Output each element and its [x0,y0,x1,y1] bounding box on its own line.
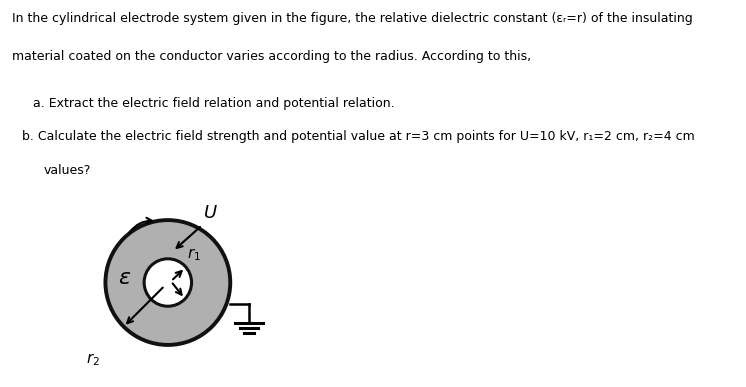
Text: b. Calculate the electric field strength and potential value at r=3 cm points fo: b. Calculate the electric field strength… [22,130,695,143]
Text: In the cylindrical electrode system given in the figure, the relative dielectric: In the cylindrical electrode system give… [12,12,693,25]
Circle shape [105,220,231,345]
Text: $\varepsilon$: $\varepsilon$ [118,267,131,288]
Text: U: U [204,204,217,222]
Text: material coated on the conductor varies according to the radius. According to th: material coated on the conductor varies … [12,50,531,63]
Text: values?: values? [43,164,91,178]
Circle shape [144,259,192,306]
Text: $r_2$: $r_2$ [86,351,100,368]
Text: a. Extract the electric field relation and potential relation.: a. Extract the electric field relation a… [33,97,395,110]
Text: $r_1$: $r_1$ [186,246,201,262]
